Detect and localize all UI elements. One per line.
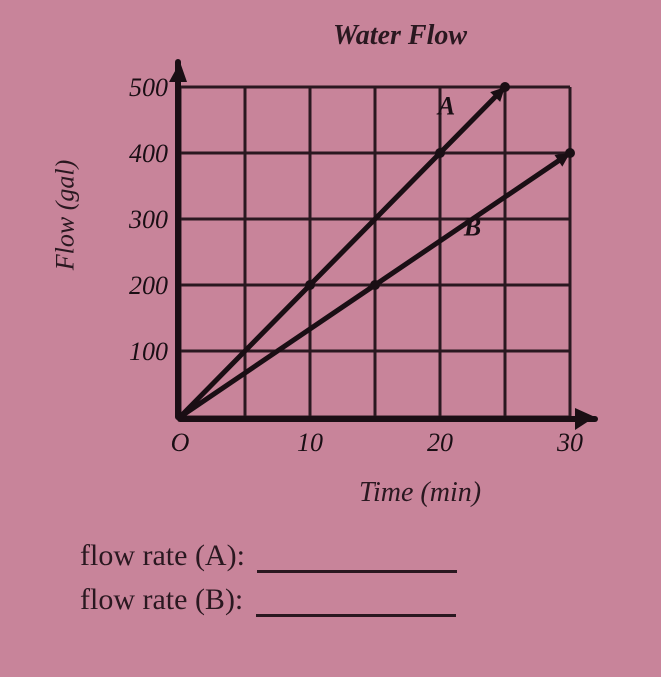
svg-text:100: 100 xyxy=(129,337,168,366)
svg-text:B: B xyxy=(463,213,481,242)
x-axis-label: Time (min) xyxy=(200,477,640,509)
answer-a-label: flow rate (A): xyxy=(80,539,245,572)
answer-b-blank xyxy=(256,614,456,617)
svg-text:300: 300 xyxy=(128,205,168,234)
chart-title: Water Flow xyxy=(160,20,640,52)
svg-text:500: 500 xyxy=(129,73,168,102)
svg-text:400: 400 xyxy=(129,139,168,168)
answers-section: flow rate (A): flow rate (B): xyxy=(80,539,641,617)
chart-container: Water Flow Flow (gal) A B 100 200 300 400 500 O… xyxy=(40,20,640,509)
svg-text:200: 200 xyxy=(129,271,168,300)
answer-a-blank xyxy=(257,570,457,573)
y-axis-label: Flow (gal) xyxy=(50,160,80,271)
answer-row-b: flow rate (B): xyxy=(80,583,641,617)
answer-b-label: flow rate (B): xyxy=(80,583,243,616)
svg-text:20: 20 xyxy=(427,428,453,457)
svg-text:10: 10 xyxy=(297,428,323,457)
chart-plot: A B 100 200 300 400 500 O 10 20 30 xyxy=(40,57,610,467)
svg-text:A: A xyxy=(436,92,455,121)
svg-text:O: O xyxy=(171,428,190,457)
svg-text:30: 30 xyxy=(556,428,583,457)
answer-row-a: flow rate (A): xyxy=(80,539,641,573)
